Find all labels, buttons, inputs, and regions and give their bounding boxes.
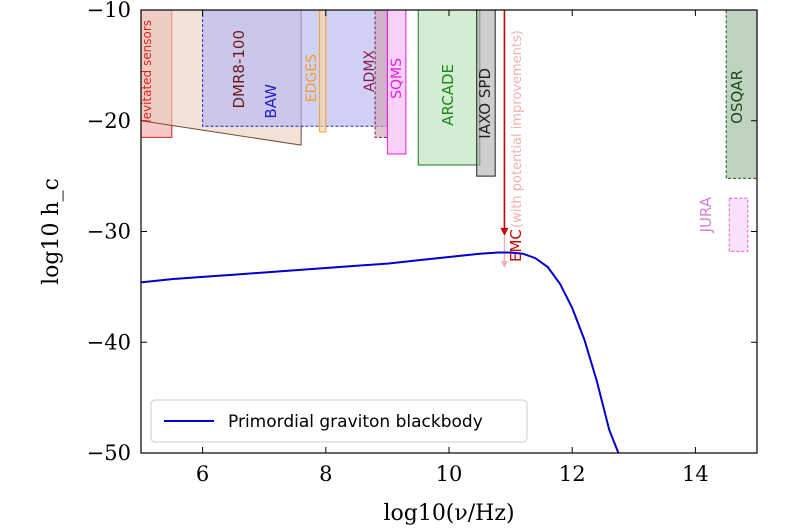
series-line-primordial-graviton-blackbody [141, 251, 620, 453]
region-label-edges: EDGES [304, 54, 320, 102]
region-label-dmr8-100: DMR8-100 [230, 30, 248, 109]
y-tick-label: −50 [87, 441, 131, 465]
region-label-arcade: ARCADE [439, 64, 457, 126]
legend: Primordial graviton blackbody [150, 399, 528, 443]
x-tick-label: 8 [319, 462, 332, 486]
region-label-baw: BAW [262, 84, 280, 119]
region-label-osqar: OSQAR [728, 70, 746, 124]
emc-improvement-arrow-head [500, 261, 508, 269]
emc-arrow-layer [500, 10, 509, 269]
emc-arrow-head [500, 227, 509, 236]
series-layer [141, 251, 620, 453]
ticks-layer: 6 8 10 12 14 −50 −40 −30 −20 −10 [87, 0, 757, 486]
legend-box [150, 399, 528, 443]
y-tick-label: −40 [87, 330, 131, 354]
y-axis-label: log10 h_c [39, 178, 64, 285]
region-labels-layer: levitated sensors DMR8-100 BAW EDGES ADMX SQM… [140, 20, 746, 262]
x-tick-label: 10 [436, 462, 463, 486]
regions-layer [140, 9, 758, 252]
emc-label: EMC [507, 229, 525, 262]
region-label-jura: JURA [697, 196, 715, 233]
x-tick-label: 14 [682, 462, 709, 486]
y-tick-label: −30 [87, 220, 131, 244]
region-label-levitated-sensors: levitated sensors [140, 20, 154, 123]
x-axis-label: log10(ν/Hz) [383, 501, 514, 526]
region-admx [374, 9, 388, 138]
emc-improvements-label: (with potential improvements) [510, 30, 525, 228]
region-jura [728, 197, 749, 252]
y-tick-label: −20 [87, 109, 131, 133]
region-label-sqms: SQMS [389, 58, 405, 99]
x-tick-label: 6 [196, 462, 209, 486]
y-tick-label: −10 [87, 0, 131, 22]
region-edges [319, 9, 327, 133]
x-tick-label: 12 [559, 462, 586, 486]
legend-label: Primordial graviton blackbody [228, 412, 483, 432]
region-label-iaxo-spd: IAXO SPD [476, 68, 494, 139]
region-label-admx: ADMX [362, 50, 378, 92]
